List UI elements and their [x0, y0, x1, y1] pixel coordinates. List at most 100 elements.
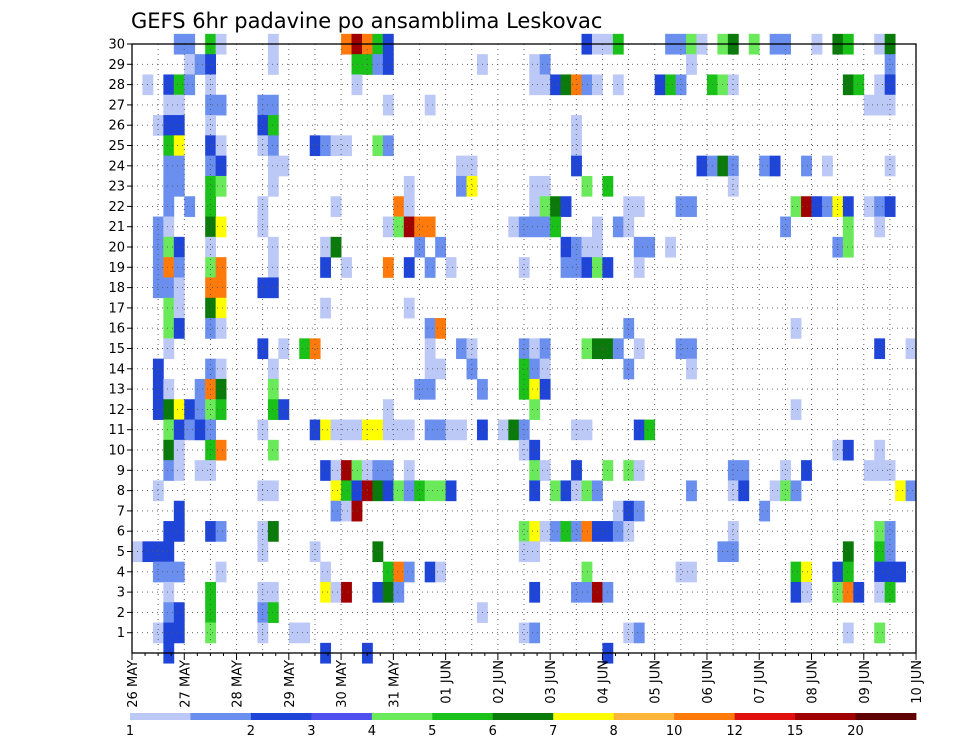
heatmap-cell [173, 297, 185, 319]
heatmap-cell [811, 196, 823, 217]
heatmap-cell [842, 622, 854, 644]
heatmap-cell [727, 155, 739, 177]
heatmap-cell [163, 318, 175, 339]
heatmap-cell [205, 460, 217, 481]
heatmap-cell [267, 581, 279, 603]
heatmap-cell [790, 196, 802, 217]
heatmap-cell [445, 480, 457, 502]
heatmap-cell [267, 257, 279, 278]
heatmap-cell [801, 460, 812, 481]
heatmap-cell [529, 460, 541, 481]
heatmap-cell [801, 196, 812, 217]
heatmap-cell [874, 439, 886, 461]
heatmap-cell [267, 175, 279, 197]
heatmap-cell [215, 155, 227, 177]
heatmap-cell [173, 500, 185, 522]
heatmap-cell [560, 196, 572, 217]
heatmap-cell [341, 581, 352, 603]
heatmap-cell [884, 541, 896, 563]
heatmap-cell [215, 297, 227, 319]
heatmap-cell [382, 257, 394, 278]
y-tick-label: 29 [108, 58, 125, 73]
heatmap-cell [874, 622, 886, 644]
heatmap-cell [497, 419, 509, 441]
heatmap-cell [529, 196, 541, 217]
heatmap-cell [518, 521, 530, 542]
heatmap-cell [842, 74, 854, 96]
heatmap-cell [550, 196, 562, 217]
x-tick-label: 08 JUN [806, 660, 821, 704]
heatmap-cell [686, 561, 697, 583]
colorbar-swatch [432, 713, 494, 720]
colorbar-swatch [130, 713, 191, 720]
y-tick-label: 7 [117, 504, 125, 519]
y-tick-label: 26 [108, 119, 125, 134]
heatmap-cell [623, 622, 635, 644]
heatmap-cell [518, 439, 530, 461]
heatmap-cell [633, 338, 645, 360]
heatmap-cell [393, 480, 405, 502]
heatmap-cell [759, 500, 771, 522]
heatmap-cell [330, 581, 342, 603]
heatmap-cell [267, 602, 279, 623]
heatmap-cell [341, 135, 352, 157]
heatmap-cell [696, 155, 708, 177]
heatmap-cell [529, 378, 541, 400]
heatmap-cell [727, 541, 739, 563]
heatmap-cell [518, 622, 530, 644]
heatmap-cell [529, 399, 541, 420]
colorbar-label: 8 [610, 724, 618, 739]
y-tick-label: 25 [108, 139, 125, 154]
heatmap-cell [163, 602, 175, 623]
heatmap-cell [623, 216, 635, 238]
heatmap-cell [529, 175, 541, 197]
heatmap-cell [874, 460, 886, 481]
heatmap-cell [571, 521, 582, 542]
heatmap-cell [874, 581, 886, 603]
heatmap-cell [152, 216, 164, 238]
heatmap-cell [581, 74, 593, 96]
heatmap-cell [445, 419, 457, 441]
heatmap-cell [790, 399, 802, 420]
heatmap-cell [403, 480, 415, 502]
heatmap-cell [163, 378, 175, 400]
y-tick-label: 2 [117, 606, 125, 621]
heatmap-cell [393, 196, 405, 217]
heatmap-cell [173, 419, 185, 441]
heatmap-cell [351, 500, 363, 522]
heatmap-cell [163, 196, 175, 217]
heatmap-cell [184, 196, 196, 217]
heatmap-cell [194, 54, 206, 75]
heatmap-cell [581, 521, 593, 542]
heatmap-cell [539, 216, 551, 238]
heatmap-cell [163, 175, 175, 197]
heatmap-cell [863, 460, 875, 481]
heatmap-cell [330, 460, 342, 481]
heatmap-cell [393, 581, 405, 603]
heatmap-cell [644, 236, 656, 258]
heatmap-cell [267, 135, 279, 157]
y-tick-label: 17 [108, 301, 125, 316]
heatmap-cell [267, 94, 279, 116]
heatmap-cell [675, 338, 687, 360]
heatmap-cell [759, 155, 771, 177]
heatmap-cell [790, 318, 802, 339]
heatmap-cell [278, 155, 290, 177]
heatmap-cell [152, 115, 164, 136]
heatmap-cell [184, 54, 196, 75]
y-tick-label: 10 [108, 444, 125, 459]
heatmap-cell [163, 460, 175, 481]
heatmap-cell [874, 541, 886, 563]
heatmap-cell [581, 480, 593, 502]
colorbar-label: 3 [307, 724, 315, 739]
heatmap-cell [152, 561, 164, 583]
heatmap-cell [215, 318, 227, 339]
heatmap-cell [633, 460, 645, 481]
heatmap-cell [612, 521, 624, 542]
y-tick-label: 18 [108, 281, 125, 296]
heatmap-cell [529, 622, 541, 644]
heatmap-cell [215, 561, 227, 583]
x-tick-label: 28 MAY [231, 660, 246, 708]
heatmap-cell [215, 94, 227, 116]
heatmap-cell [215, 216, 227, 238]
